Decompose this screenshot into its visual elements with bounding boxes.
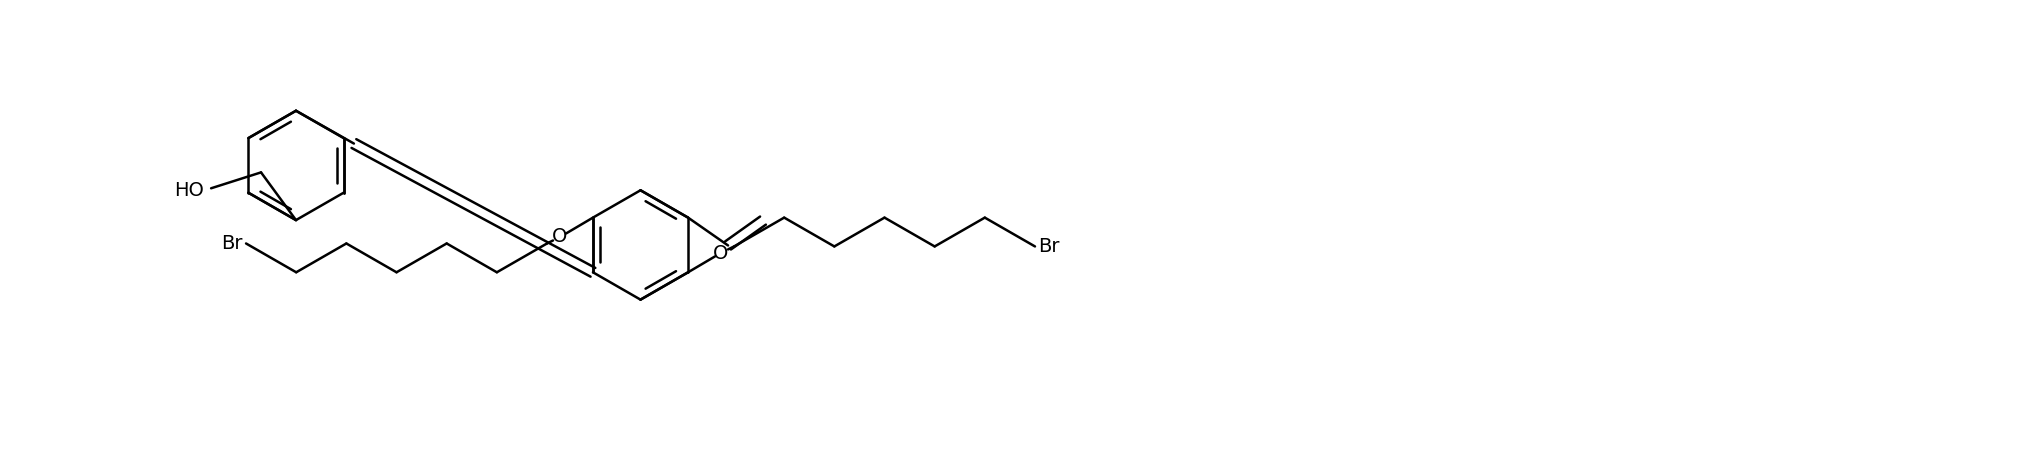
Text: O: O xyxy=(714,244,728,263)
Text: O: O xyxy=(552,227,568,246)
Text: Br: Br xyxy=(1038,237,1059,256)
Text: HO: HO xyxy=(174,181,205,200)
Text: Br: Br xyxy=(221,234,243,253)
